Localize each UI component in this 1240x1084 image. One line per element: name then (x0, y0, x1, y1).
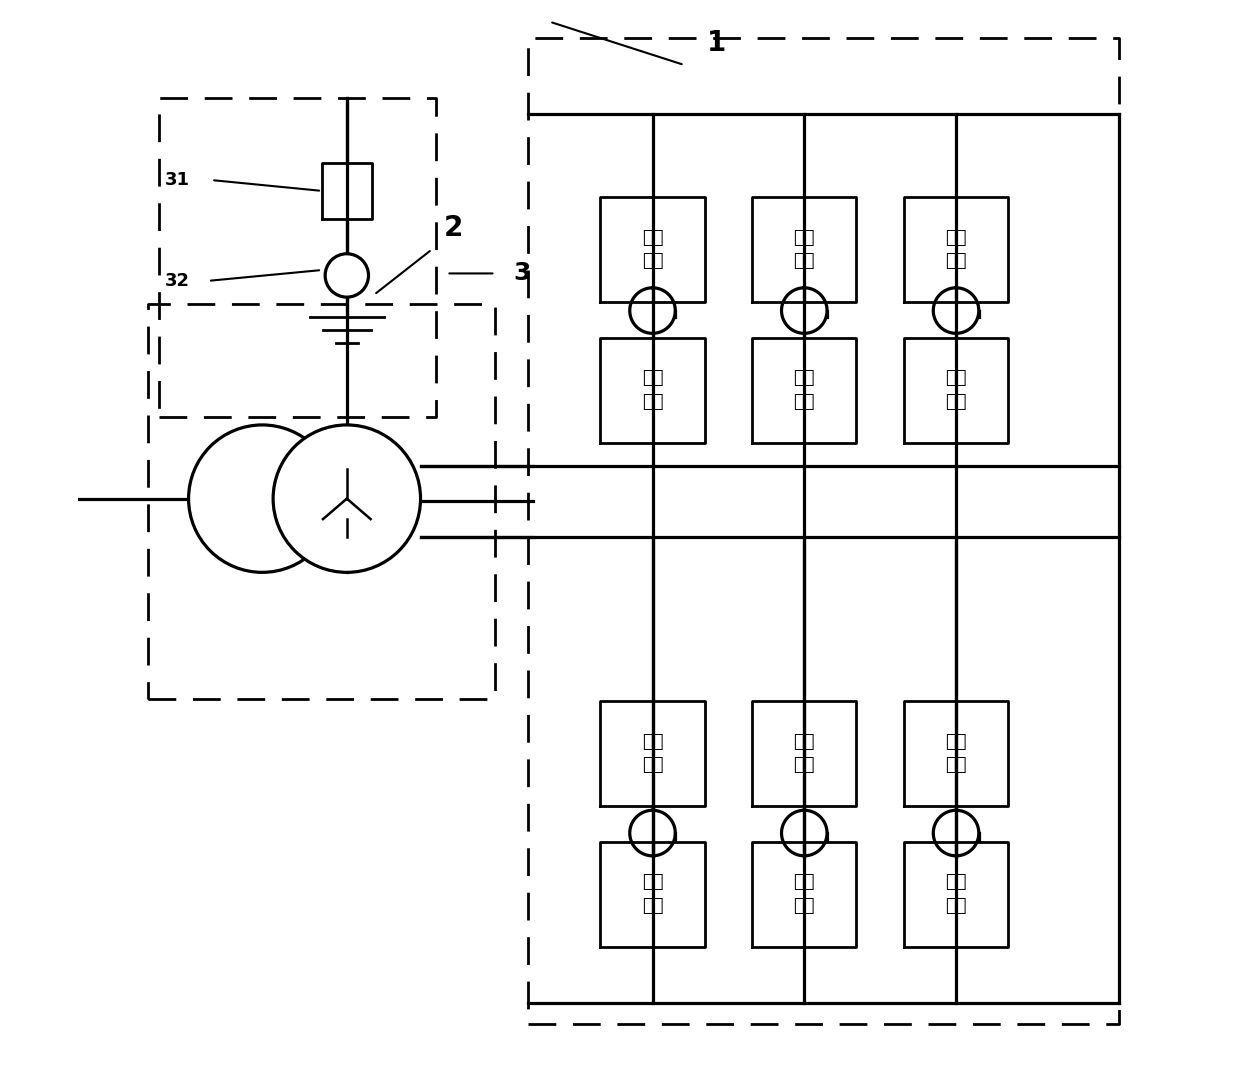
Circle shape (325, 254, 368, 297)
Text: 3: 3 (513, 261, 531, 285)
Text: 2: 2 (444, 214, 464, 242)
Circle shape (273, 425, 420, 572)
Text: 功率
单元: 功率 单元 (945, 733, 967, 774)
Text: 功率
单元: 功率 单元 (945, 874, 967, 915)
Text: 功率
单元: 功率 单元 (794, 229, 815, 270)
Text: 功率
单元: 功率 单元 (642, 370, 663, 411)
Text: 32: 32 (165, 272, 190, 289)
Text: 31: 31 (165, 171, 190, 189)
Text: 功率
单元: 功率 单元 (945, 370, 967, 411)
Text: 功率
单元: 功率 单元 (794, 733, 815, 774)
Text: 1: 1 (707, 29, 727, 57)
Text: 功率
单元: 功率 单元 (642, 733, 663, 774)
Text: 功率
单元: 功率 单元 (794, 874, 815, 915)
Text: 功率
单元: 功率 单元 (642, 229, 663, 270)
Text: 功率
单元: 功率 单元 (945, 229, 967, 270)
Text: 功率
单元: 功率 单元 (794, 370, 815, 411)
Circle shape (188, 425, 336, 572)
Text: 功率
单元: 功率 单元 (642, 874, 663, 915)
